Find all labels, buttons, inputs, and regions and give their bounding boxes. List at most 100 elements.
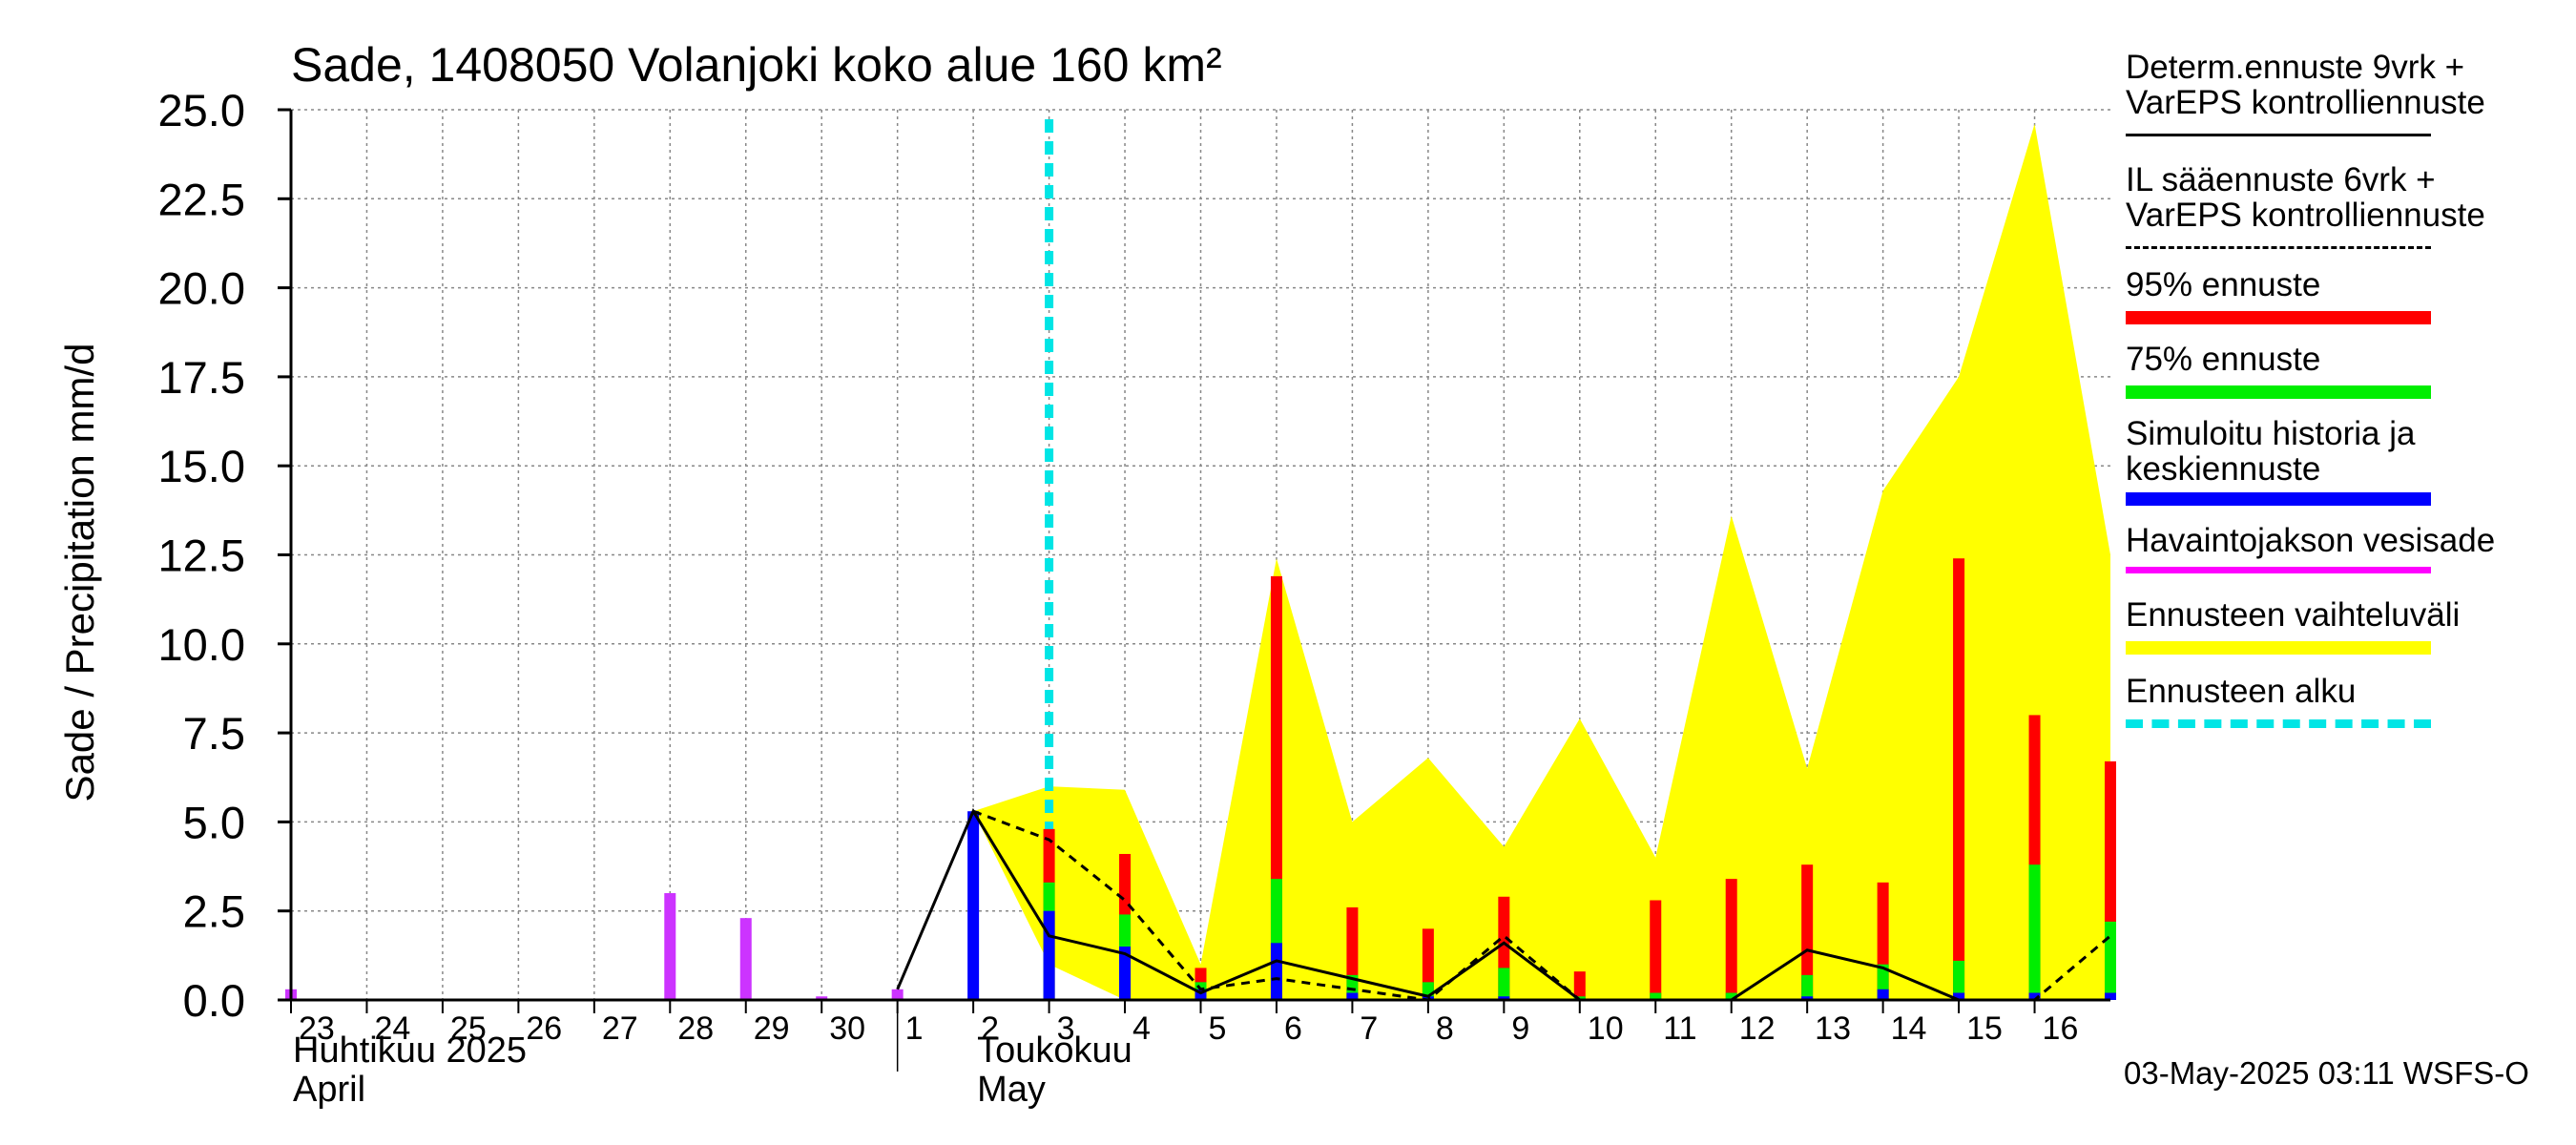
timestamp-footer: 03-May-2025 03:11 WSFS-O [2124, 1055, 2529, 1091]
median-bar [1270, 943, 1282, 1000]
median-bar [1346, 992, 1359, 1000]
x-tick-label: 15 [1966, 1010, 2003, 1047]
p75-bar [2028, 864, 2041, 1000]
month-label-fi: Toukokuu [977, 1030, 1132, 1071]
x-tick-label: 27 [602, 1010, 638, 1047]
deterministic-forecast-line [896, 807, 2110, 1002]
x-tick-label: 30 [829, 1010, 865, 1047]
legend-swatch [2126, 134, 2431, 136]
median-bar [1801, 996, 1814, 1000]
p95-bar [1801, 864, 1814, 1000]
legend-swatch [2126, 719, 2431, 728]
x-tick-label: 2 [981, 1010, 999, 1047]
x-tick-label: 29 [754, 1010, 790, 1047]
legend-label: Havaintojakson vesisade [2126, 522, 2496, 559]
x-tick-label: 6 [1284, 1010, 1302, 1047]
median-bar [1119, 947, 1132, 1000]
legend-label: Simuloitu historia ja keskiennuste [2126, 415, 2416, 488]
median-bar [1195, 989, 1207, 1000]
x-tick-label: 3 [1057, 1010, 1075, 1047]
observed-bar [891, 989, 904, 1000]
x-tick-label: 28 [677, 1010, 714, 1047]
legend-item-p95: 95% ennuste [2126, 266, 2565, 324]
median-bar [1043, 910, 1055, 1000]
bars [285, 558, 2116, 1000]
y-tick-label: 10.0 [158, 619, 245, 670]
legend-swatch [2126, 641, 2431, 655]
x-tick-label: 23 [299, 1010, 335, 1047]
median-bar [1877, 989, 1889, 1000]
legend-item-deterministic: Determ.ennuste 9vrk + VarEPS kontrollien… [2126, 49, 2565, 136]
x-tick-label: 13 [1815, 1010, 1851, 1047]
p75-bar [1725, 992, 1737, 1000]
x-tick-label: 26 [526, 1010, 562, 1047]
legend-label: Ennusteen vaihteluväli [2126, 596, 2461, 634]
p95-bar [1650, 900, 1662, 1000]
x-tick-label: 14 [1891, 1010, 1927, 1047]
legend-label: 75% ennuste [2126, 341, 2321, 378]
legend-item-il-forecast: IL sääennuste 6vrk + VarEPS kontrollienn… [2126, 161, 2565, 249]
y-tick-label: 0.0 [183, 975, 245, 1026]
p95-bar [1953, 558, 1965, 1000]
month-label-en: April [293, 1070, 365, 1110]
month-label-fi: Huhtikuu 2025 [293, 1030, 527, 1071]
legend-swatch [2126, 246, 2431, 249]
y-tick-label: 25.0 [158, 85, 245, 135]
y-tick-label: 2.5 [183, 886, 245, 937]
p75-bar [2105, 921, 2116, 1000]
legend-item-p75: 75% ennuste [2126, 341, 2565, 399]
observed-bar [816, 996, 828, 1000]
x-tick-label: 1 [905, 1010, 924, 1047]
x-tick-label: 4 [1132, 1010, 1151, 1047]
y-tick-label: 7.5 [183, 708, 245, 759]
p95-bar [1573, 971, 1586, 1000]
legend-swatch [2126, 567, 2431, 573]
legend-item-forecast-start: Ennusteen alku [2126, 673, 2565, 728]
p75-bar [1953, 960, 1965, 1000]
y-tick-label: 17.5 [158, 352, 245, 403]
median-bar [1498, 996, 1510, 1000]
x-tick-label: 11 [1663, 1010, 1696, 1047]
x-tick-label: 9 [1511, 1010, 1529, 1047]
legend-label: 95% ennuste [2126, 266, 2321, 303]
median-bar [967, 811, 980, 1000]
y-tick-label: 5.0 [183, 797, 245, 847]
median-bar [2028, 992, 2041, 1000]
legend-item-range: Ennusteen vaihteluväli [2126, 596, 2565, 655]
x-tick-label: 7 [1360, 1010, 1378, 1047]
month-label-en: May [977, 1070, 1046, 1110]
legend-label: Determ.ennuste 9vrk + VarEPS kontrollien… [2126, 49, 2485, 121]
legend-item-median: Simuloitu historia ja keskiennuste [2126, 415, 2565, 506]
observed-bar [664, 893, 676, 1000]
forecast-range-polygon [973, 123, 2110, 1001]
median-bar [2105, 992, 2116, 1000]
axes: 0.0 2.5 5.0 7.5 10.0 12.5 15.0 17.5 20.0 22.5 25.0… [158, 85, 2110, 1110]
x-tick-label: 25 [450, 1010, 487, 1047]
x-tick-label: 16 [2043, 1010, 2079, 1047]
p75-bar [1801, 974, 1814, 1000]
legend-swatch [2126, 385, 2431, 399]
legend-item-observed: Havaintojakson vesisade [2126, 522, 2565, 573]
p95-bar [1725, 879, 1737, 1000]
y-tick-label: 20.0 [158, 263, 245, 314]
observed-bar [739, 918, 752, 1000]
y-tick-label: 22.5 [158, 174, 245, 224]
p75-bar [1498, 968, 1510, 1000]
forecast-range-area [973, 119, 2110, 1001]
x-tick-label: 24 [374, 1010, 410, 1047]
legend-label: Ennusteen alku [2126, 673, 2357, 710]
x-tick-label: 5 [1209, 1010, 1227, 1047]
x-tick-label: 12 [1739, 1010, 1776, 1047]
x-tick-label: 10 [1588, 1010, 1624, 1047]
y-tick-label: 12.5 [158, 531, 245, 581]
median-bar [1953, 992, 1965, 1000]
y-axis-title: Sade / Precipitation mm/d [57, 344, 102, 802]
chart-title: Sade, 1408050 Volanjoki koko alue 160 km… [291, 38, 1222, 92]
legend-label: IL sääennuste 6vrk + VarEPS kontrollienn… [2126, 161, 2485, 234]
legend-swatch [2126, 311, 2431, 324]
legend-swatch [2126, 492, 2431, 506]
p75-bar [1650, 992, 1662, 1000]
y-tick-label: 15.0 [158, 441, 245, 491]
x-tick-label: 8 [1436, 1010, 1454, 1047]
